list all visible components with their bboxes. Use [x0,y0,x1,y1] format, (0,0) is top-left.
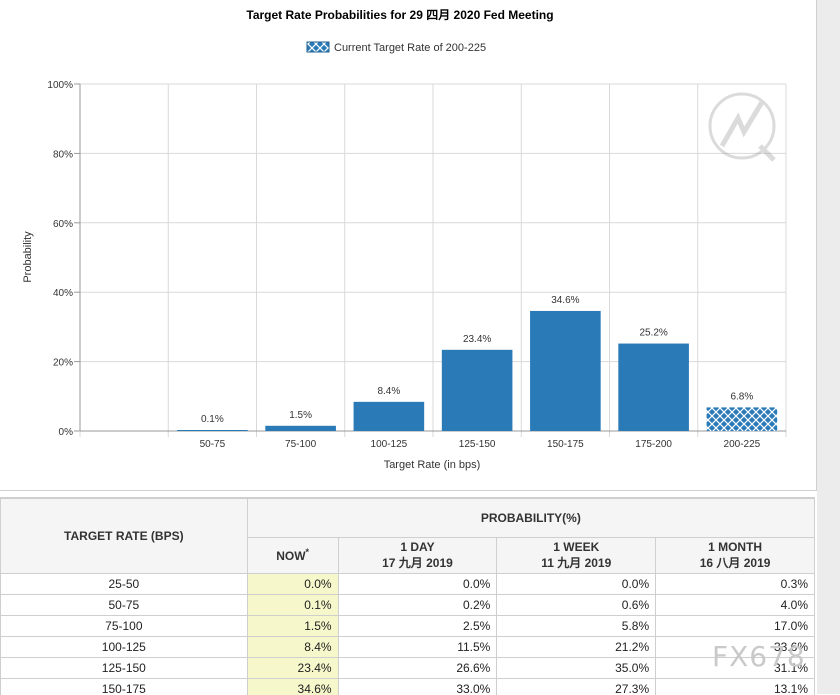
rate-cell: 125-150 [1,658,248,679]
x-tick-label: 150-175 [547,439,584,450]
probability-header: PROBABILITY(%) [247,499,814,538]
legend-label: Current Target Rate of 200-225 [334,42,486,54]
scrollbar[interactable] [817,0,840,694]
one-month-cell: 0.3% [656,574,815,595]
column-header-0: NOW* [247,537,338,574]
footnote-mark: * [306,547,310,557]
one-day-cell: 2.5% [338,616,497,637]
one-month-cell: 17.0% [656,616,815,637]
bar-value-label: 23.4% [463,334,491,345]
chart-title: Target Rate Probabilities for 29 四月 2020… [246,8,553,22]
bar-200-225 [707,407,778,431]
y-tick-label: 0% [59,427,74,438]
x-tick-label: 75-100 [285,439,317,450]
x-axis-label: Target Rate (in bps) [384,459,481,471]
bar-value-label: 1.5% [289,410,312,421]
bar-50-75 [177,430,248,431]
x-tick-label: 125-150 [459,439,496,450]
y-axis-label: Probability [22,231,34,283]
now-cell: 0.1% [247,595,338,616]
one-day-cell: 11.5% [338,637,497,658]
bar-value-label: 8.4% [377,386,400,397]
now-cell: 1.5% [247,616,338,637]
column-header-date: 11 九月 2019 [503,554,649,571]
one-week-cell: 21.2% [497,637,656,658]
column-header-period: 1 MONTH [662,540,808,554]
column-header-date: 17 九月 2019 [345,554,491,571]
one-day-cell: 0.0% [338,574,497,595]
one-day-cell: 33.0% [338,679,497,695]
legend-swatch [307,42,329,52]
one-day-cell: 26.6% [338,658,497,679]
one-month-cell: 13.1% [656,679,815,695]
one-week-cell: 5.8% [497,616,656,637]
rate-cell: 75-100 [1,616,248,637]
bar-value-label: 34.6% [551,295,579,306]
column-header-period: 1 DAY [345,540,491,554]
watermark-text: FX678 [712,640,806,673]
x-tick-label: 200-225 [724,439,761,450]
one-week-cell: 27.3% [497,679,656,695]
now-cell: 34.6% [247,679,338,695]
y-tick-label: 40% [53,288,73,299]
rate-cell: 25-50 [1,574,248,595]
y-tick-label: 80% [53,149,73,160]
watermark-logo [710,94,774,160]
probability-table: TARGET RATE (BPS) PROBABILITY(%) NOW* 1 D… [0,498,815,695]
rate-cell: 100-125 [1,637,248,658]
probability-chart: Target Rate Probabilities for 29 四月 2020… [0,0,816,490]
bar-value-label: 6.8% [730,391,753,402]
one-month-cell: 4.0% [656,595,815,616]
column-header-date: 16 八月 2019 [662,554,808,571]
bar-125-150 [442,350,513,431]
now-cell: 0.0% [247,574,338,595]
bar-75-100 [265,426,336,431]
bar-175-200 [618,344,689,431]
column-header-period: 1 WEEK [503,540,649,554]
now-cell: 23.4% [247,658,338,679]
bars-layer: 0.1% 50-75 1.5% 75-100 8.4% 100-125 23.4% 125-1… [177,295,777,450]
chart-panel: Target Rate Probabilities for 29 四月 2020… [0,0,817,491]
y-tick-label: 60% [53,219,73,230]
one-week-cell: 35.0% [497,658,656,679]
one-day-cell: 0.2% [338,595,497,616]
x-tick-label: 50-75 [200,439,226,450]
bar-100-125 [354,402,425,431]
now-cell: 8.4% [247,637,338,658]
target-rate-header: TARGET RATE (BPS) [1,499,248,574]
y-tick-label: 100% [47,80,73,91]
x-tick-label: 175-200 [635,439,672,450]
x-tick-label: 100-125 [371,439,408,450]
probability-table-container: TARGET RATE (BPS) PROBABILITY(%) NOW* 1 D… [0,497,815,695]
bar-150-175 [530,311,601,431]
bar-value-label: 0.1% [201,414,224,425]
rate-cell: 150-175 [1,679,248,695]
bar-value-label: 25.2% [639,328,667,339]
one-week-cell: 0.6% [497,595,656,616]
one-week-cell: 0.0% [497,574,656,595]
column-header-period: NOW* [254,547,332,563]
y-tick-label: 20% [53,358,73,369]
rate-cell: 50-75 [1,595,248,616]
